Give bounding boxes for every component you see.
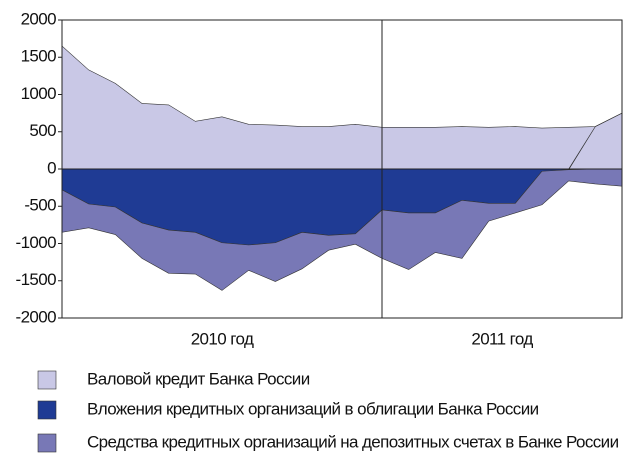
y-tick-label: 500 bbox=[29, 121, 56, 140]
legend-swatch bbox=[37, 370, 57, 390]
y-tick-label: 0 bbox=[47, 158, 56, 177]
legend-label: Валовой кредит Банка России bbox=[87, 369, 310, 388]
legend-swatch bbox=[37, 400, 57, 420]
x-label: 2010 год bbox=[191, 329, 254, 348]
legend-label: Средства кредитных организаций на депози… bbox=[87, 432, 619, 451]
y-tick-label: 1000 bbox=[21, 84, 57, 103]
y-tick-label: -2000 bbox=[16, 307, 57, 326]
legend-swatch bbox=[37, 433, 57, 453]
y-tick-label: -1000 bbox=[16, 233, 57, 252]
y-tick-label: 2000 bbox=[21, 9, 57, 28]
x-label: 2011 год bbox=[471, 329, 533, 348]
y-tick-label: 1500 bbox=[21, 47, 57, 66]
y-tick-label: -1500 bbox=[16, 270, 57, 289]
legend-label: Вложения кредитных организаций в облигац… bbox=[87, 399, 539, 418]
y-tick-label: -500 bbox=[24, 196, 56, 215]
area bbox=[61, 45, 623, 170]
